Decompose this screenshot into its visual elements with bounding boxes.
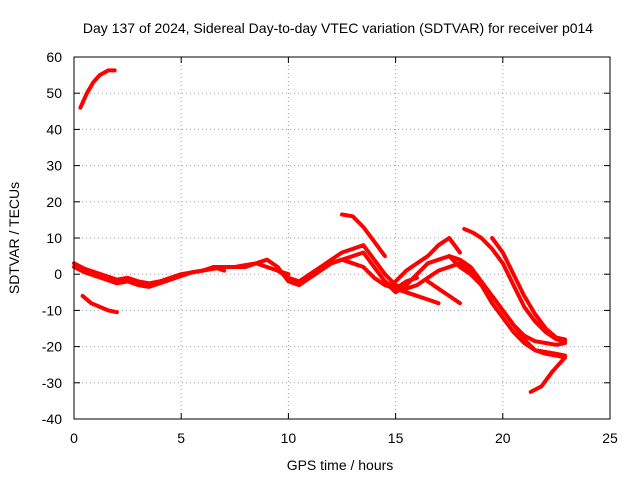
- series-line-15: [490, 236, 567, 342]
- y-axis-label: SDTVAR / TECUs: [6, 182, 22, 294]
- y-tick-label-9: 50: [46, 85, 62, 101]
- x-tick-label-3: 15: [388, 430, 404, 446]
- y-tick-label-4: 0: [54, 266, 62, 282]
- y-tick-label-8: 40: [46, 121, 62, 137]
- series-layer: [72, 68, 567, 394]
- axis-layer: 0 5 10 15 20 25 -40 -30 -20 -10 0 10 20 30 40 50 60: [42, 49, 618, 446]
- series-line-13: [447, 254, 567, 347]
- y-tick-label-3: -10: [42, 302, 62, 318]
- series-line-11: [425, 279, 462, 306]
- y-tick-label-2: -20: [42, 339, 62, 355]
- series-line-1: [78, 68, 117, 110]
- x-tick-label-4: 20: [495, 430, 511, 446]
- series-line-7: [340, 212, 387, 259]
- series-line-16: [528, 355, 567, 394]
- x-tick-label-5: 25: [602, 430, 618, 446]
- x-axis-label: GPS time / hours: [287, 457, 394, 473]
- series-line-4: [72, 265, 227, 289]
- y-tick-label-7: 30: [46, 158, 62, 174]
- y-tick-label-10: 60: [46, 49, 62, 65]
- y-tick-label-0: -40: [42, 411, 62, 427]
- y-tick-label-5: 10: [46, 230, 62, 246]
- x-tick-label-0: 0: [70, 430, 78, 446]
- y-tick-label-6: 20: [46, 194, 62, 210]
- chart-title: Day 137 of 2024, Sidereal Day-to-day VTE…: [83, 20, 593, 36]
- series-line-2: [80, 293, 119, 315]
- series-line-14: [462, 226, 567, 344]
- grid-layer: [74, 57, 610, 419]
- x-tick-label-1: 5: [177, 430, 185, 446]
- series-line-6: [275, 243, 441, 306]
- y-tick-label-1: -30: [42, 375, 62, 391]
- series-line-10: [393, 236, 462, 284]
- series-line-5: [211, 250, 419, 298]
- x-tick-label-2: 10: [281, 430, 297, 446]
